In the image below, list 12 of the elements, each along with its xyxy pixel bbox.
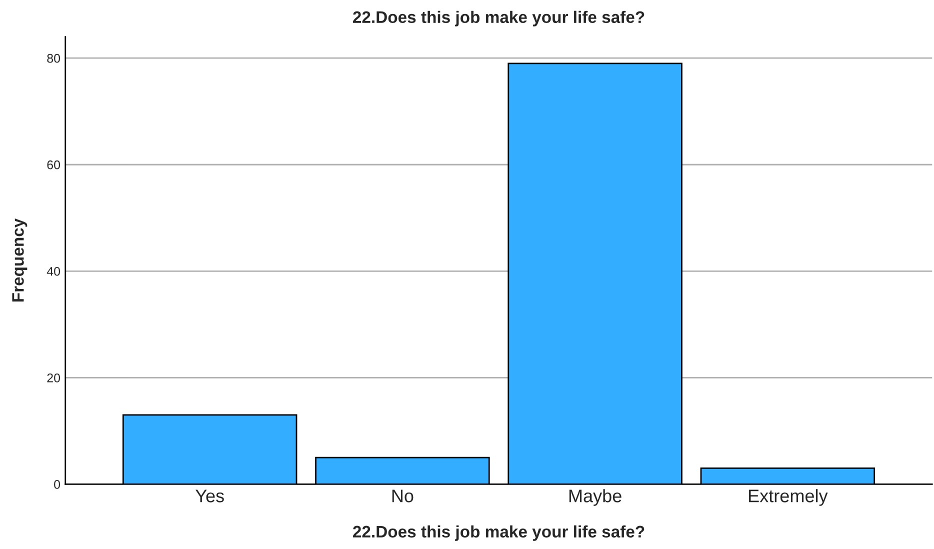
y-tick-label: 40 [46,266,60,276]
x-tick-label: Extremely [749,489,828,506]
x-axis-title: 22.Does this job make your life safe? [353,525,644,541]
x-tick-label: Yes [196,490,224,502]
y-tick-label: 0 [54,480,60,489]
x-tick-label: No [392,490,414,502]
y-tick-label: 20 [47,373,60,382]
y-axis-title: Frequency [12,218,28,302]
chart-title: 22.Does this job make your life safe? [353,10,644,26]
y-tick-label: 60 [47,160,60,170]
y-tick-label: 80 [47,54,60,63]
x-tick-label: Maybe [569,489,622,506]
